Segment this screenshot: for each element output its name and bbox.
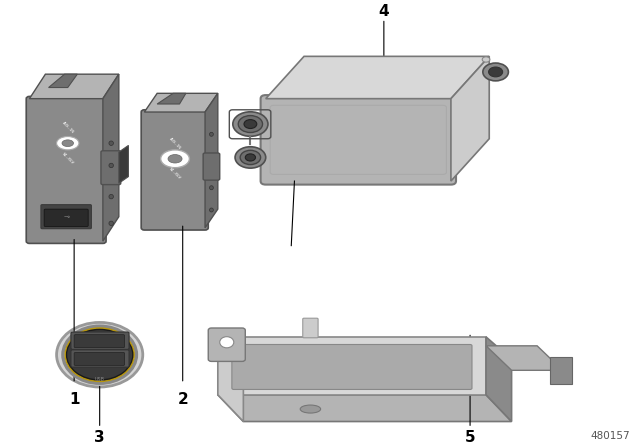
FancyBboxPatch shape <box>71 332 129 349</box>
Text: AUX-IN: AUX-IN <box>61 121 74 134</box>
Ellipse shape <box>209 186 213 190</box>
Ellipse shape <box>233 112 268 136</box>
Ellipse shape <box>109 221 113 226</box>
Text: 2: 2 <box>177 392 188 407</box>
Bar <box>550 357 572 383</box>
Text: 480157: 480157 <box>590 431 630 441</box>
Ellipse shape <box>109 141 113 146</box>
Text: 4: 4 <box>378 4 389 19</box>
Ellipse shape <box>220 337 234 348</box>
Ellipse shape <box>209 132 213 136</box>
FancyBboxPatch shape <box>74 353 125 366</box>
Polygon shape <box>205 93 218 228</box>
Polygon shape <box>157 93 186 104</box>
Ellipse shape <box>62 140 74 146</box>
FancyBboxPatch shape <box>71 350 129 367</box>
FancyBboxPatch shape <box>303 318 318 338</box>
Ellipse shape <box>483 63 508 81</box>
Text: 5: 5 <box>465 431 476 445</box>
Text: 1: 1 <box>69 392 79 407</box>
Text: NI-XUV: NI-XUV <box>168 167 182 180</box>
FancyBboxPatch shape <box>26 96 106 243</box>
Polygon shape <box>486 346 563 370</box>
FancyBboxPatch shape <box>232 345 472 389</box>
Text: 3: 3 <box>94 431 105 445</box>
Text: USB: USB <box>95 377 105 382</box>
Ellipse shape <box>245 154 255 161</box>
Ellipse shape <box>161 150 189 168</box>
Polygon shape <box>218 337 243 422</box>
Text: NI-XUV: NI-XUV <box>61 152 74 165</box>
Ellipse shape <box>109 194 113 199</box>
Ellipse shape <box>482 57 490 62</box>
Polygon shape <box>266 56 489 99</box>
FancyBboxPatch shape <box>74 335 125 348</box>
Ellipse shape <box>168 155 182 163</box>
Polygon shape <box>119 146 129 183</box>
Text: AUX-IN: AUX-IN <box>168 137 182 150</box>
Polygon shape <box>145 93 218 112</box>
Ellipse shape <box>71 338 109 362</box>
Ellipse shape <box>235 147 266 168</box>
FancyBboxPatch shape <box>44 209 88 227</box>
Ellipse shape <box>56 137 79 150</box>
FancyBboxPatch shape <box>101 151 121 185</box>
Ellipse shape <box>300 405 321 413</box>
Ellipse shape <box>109 163 113 168</box>
Polygon shape <box>451 56 489 181</box>
FancyBboxPatch shape <box>203 153 220 180</box>
Text: ⊸: ⊸ <box>63 214 69 220</box>
Ellipse shape <box>209 159 213 163</box>
Ellipse shape <box>238 116 262 133</box>
Polygon shape <box>218 337 486 395</box>
Ellipse shape <box>244 120 257 129</box>
Polygon shape <box>29 74 119 99</box>
Ellipse shape <box>240 151 260 164</box>
Ellipse shape <box>209 208 213 212</box>
Polygon shape <box>49 74 77 87</box>
FancyBboxPatch shape <box>41 205 92 228</box>
Polygon shape <box>486 337 511 422</box>
Ellipse shape <box>56 323 143 387</box>
Ellipse shape <box>488 67 502 77</box>
Polygon shape <box>103 74 119 241</box>
FancyBboxPatch shape <box>260 95 456 185</box>
FancyBboxPatch shape <box>208 328 245 362</box>
Ellipse shape <box>66 329 133 380</box>
Polygon shape <box>218 395 511 422</box>
FancyBboxPatch shape <box>141 110 208 230</box>
